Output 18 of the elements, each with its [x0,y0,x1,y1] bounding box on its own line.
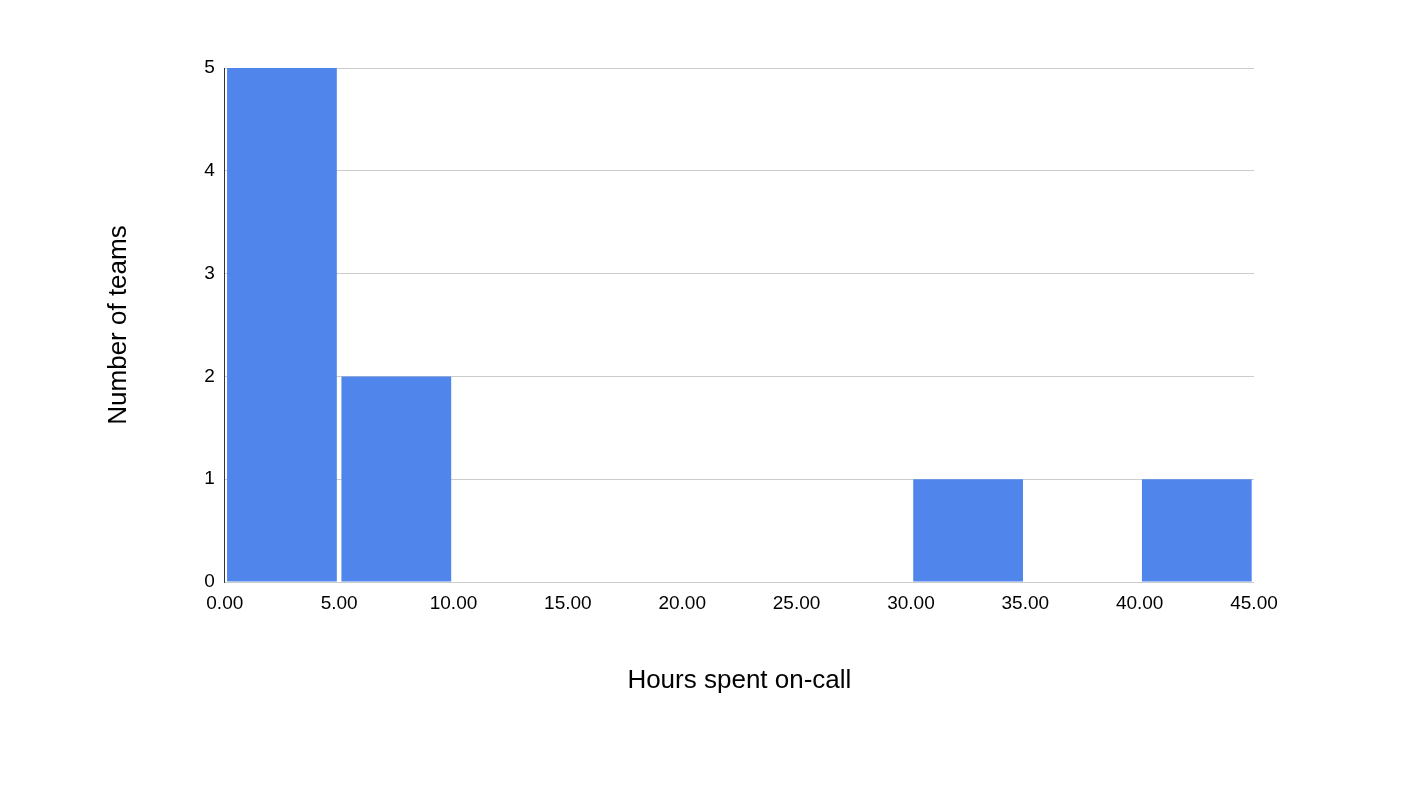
x-tick-label: 30.00 [887,591,935,613]
x-tick-label: 35.00 [1001,591,1050,613]
x-tick-label: 5.00 [320,591,358,613]
x-tick-label: 25.00 [772,591,821,613]
y-tick-label: 3 [204,261,215,283]
x-axis-title: Hours spent on-call [627,663,852,694]
y-tick-label: 0 [204,570,215,592]
x-tick-label: 0.00 [206,591,244,613]
y-tick-label: 4 [204,159,216,181]
y-axis-title: Number of teams [101,225,132,425]
x-tick-label: 40.00 [1115,591,1164,613]
y-tick-label: 5 [204,56,215,78]
x-tick-label: 45.00 [1230,591,1278,613]
x-tick-label: 10.00 [429,591,478,613]
x-tick-label: 20.00 [658,591,706,613]
y-tick-label: 1 [204,467,215,489]
x-tick-label: 15.00 [544,591,592,613]
y-tick-label: 2 [204,364,215,386]
